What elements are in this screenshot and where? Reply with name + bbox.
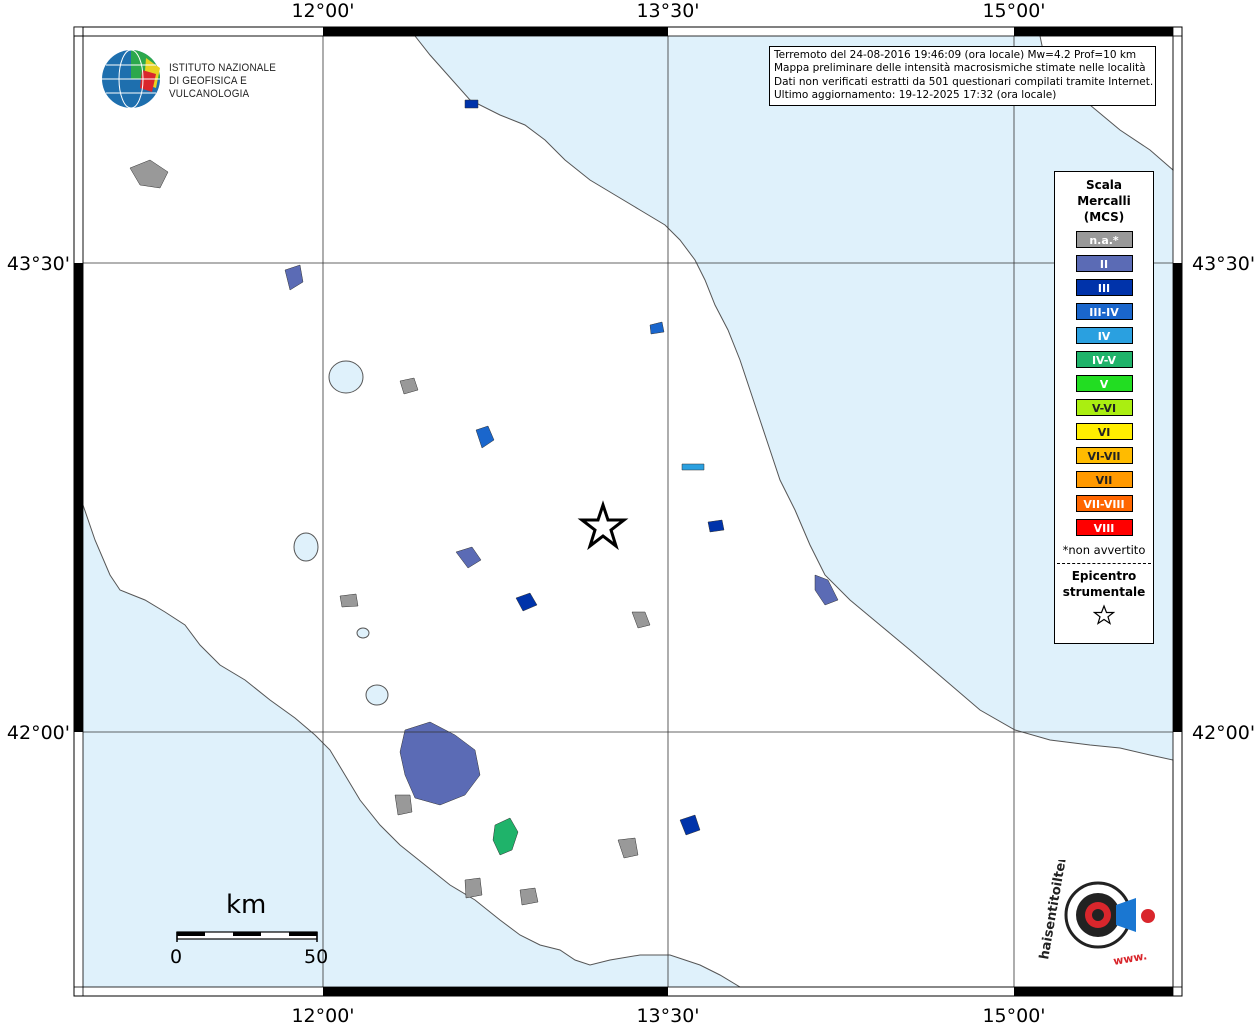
ingv-name-line2: DI GEOFISICA E VULCANOLOGIA [169,75,250,100]
lon-label-top-1: 12°00' [291,0,354,22]
locality-patches [129,99,839,906]
legend-title-line3: (MCS) [1083,210,1125,224]
graticule [83,36,1173,987]
ingv-name: ISTITUTO NAZIONALE DI GEOFISICA E VULCAN… [169,62,305,101]
lon-label-bottom-2: 13°30' [636,1005,699,1024]
event-info-line3: Dati non verificati estratti da 501 ques… [774,75,1154,88]
lon-label-top-2: 13°30' [636,0,699,22]
patch-iii [464,99,479,109]
patch-na [464,877,483,899]
legend-epicenter-line1: Epicentro [1071,569,1137,583]
haisentito-logo: haisentitoilterremoto.it www. [1036,788,1166,975]
patch-na [399,377,419,395]
event-info-line1: Terremoto del 24-08-2016 19:46:09 (ora l… [774,49,1137,61]
event-info-line4: Ultimo aggiornamento: 19-12-2025 17:32 (… [774,89,1057,102]
legend-swatch: II [1075,255,1133,272]
patch-iii [707,519,725,533]
legend-star-icon [1055,604,1153,630]
patch-na [129,159,169,189]
haisentito-prefix: www. [1112,949,1148,968]
patch-iv [681,463,705,471]
lat-label-right-2: 42°00' [1192,722,1255,744]
mcs-legend: Scala Mercalli (MCS) n.a.* II III III-IV IV I… [1054,171,1154,644]
scale-max-label: 50 [304,946,329,968]
patch-iii-iv [475,425,495,449]
event-info-box: Terremoto del 24-08-2016 19:46:09 (ora l… [769,46,1156,106]
ingv-name-line1: ISTITUTO NAZIONALE [169,62,277,74]
ingv-logo: ISTITUTO NAZIONALE DI GEOFISICA E VULCAN… [100,48,320,110]
lon-label-bottom-3: 15°00' [982,1005,1045,1024]
lake-vico [356,627,370,639]
legend-title: Scala Mercalli (MCS) [1055,177,1153,225]
patch-roma [399,721,481,806]
legend-swatches: n.a.* II III III-IV IV IV-V V V-VI VI VI-VII VII VI… [1055,231,1153,536]
haisentito-text: haisentitoilterremoto.it [1037,860,1082,961]
lon-label-top-3: 15°00' [982,0,1045,22]
patch-iii [515,592,538,612]
scale-bar-graphic [176,931,318,942]
event-info-line2: Mappa preliminare delle intensità macros… [774,62,1146,75]
lon-label-bottom-1: 12°00' [291,1005,354,1024]
lake-trasimeno [328,360,364,394]
haisentito-logo-graphic: haisentitoilterremoto.it www. [1037,788,1155,968]
legend-swatch: IV-V [1075,351,1133,368]
lake-bolsena [293,532,319,562]
patch-na [631,611,651,629]
scale-bar: km 0 50 [170,890,340,970]
map-frame [73,26,1183,997]
legend-swatch: VII-VIII [1075,495,1133,512]
legend-swatch: V [1075,375,1133,392]
ingv-globe-icon [102,49,160,109]
patch-iii-iv [649,321,665,335]
patch-ii [455,546,482,569]
scale-min-label: 0 [170,946,183,968]
legend-epicenter-label: Epicentro strumentale [1055,568,1153,600]
legend-swatch: IV [1075,327,1133,344]
scale-unit: km [226,890,267,920]
patch-iii [679,814,701,836]
patch-na [519,887,539,906]
legend-swatch: VI [1075,423,1133,440]
legend-divider [1057,563,1151,564]
lat-label-left-2: 42°00' [7,722,70,744]
lat-label-left-1: 43°30' [7,253,70,275]
patch-na [617,837,639,859]
legend-swatch: V-VI [1075,399,1133,416]
patch-iv-v [492,817,519,856]
legend-title-line1: Scala [1085,178,1123,192]
patch-na [339,593,359,608]
legend-epicenter-line2: strumentale [1062,585,1146,599]
legend-title-line2: Mercalli [1077,194,1131,208]
legend-swatch: III [1075,279,1133,296]
legend-swatch: VII [1075,471,1133,488]
lat-label-right-1: 43°30' [1192,253,1255,275]
patch-ii [284,264,304,291]
patch-ii [814,574,839,606]
legend-swatch: III-IV [1075,303,1133,320]
legend-swatch: VI-VII [1075,447,1133,464]
legend-swatch: VIII [1075,519,1133,536]
lake-bracciano [365,684,389,706]
legend-swatch: n.a.* [1075,231,1133,248]
legend-note: *non avvertito [1062,543,1146,557]
patch-na [394,794,413,816]
epicenter-star-icon [577,500,629,551]
